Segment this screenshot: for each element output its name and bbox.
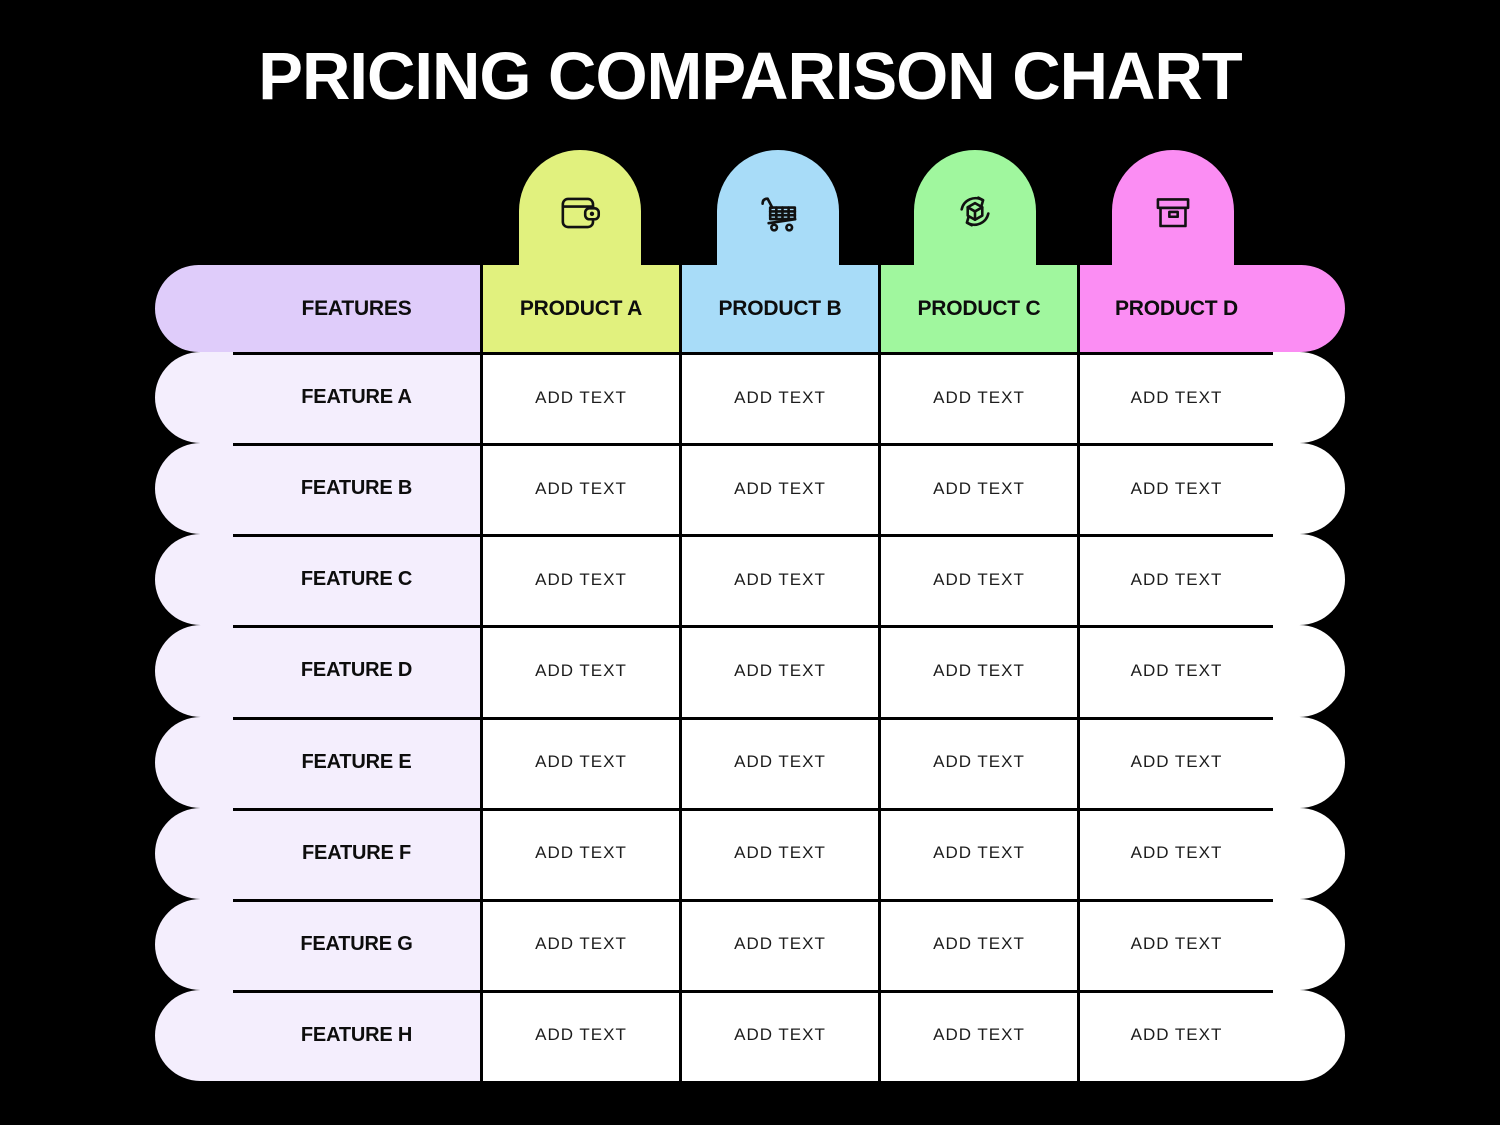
features-header-cell: FEATURES (155, 265, 480, 352)
table-body: FEATURE A ADD TEXT ADD TEXT ADD TEXT ADD… (155, 352, 1345, 1081)
value-cell-placeholder[interactable]: ADD TEXT (1077, 807, 1345, 899)
value-cell-placeholder[interactable]: ADD TEXT (1077, 716, 1345, 808)
feature-label: FEATURE H (155, 989, 480, 1081)
feature-label: FEATURE F (155, 807, 480, 899)
value-cell-placeholder[interactable]: ADD TEXT (480, 716, 679, 808)
product-a-tab (519, 150, 641, 266)
value-cell-placeholder[interactable]: ADD TEXT (480, 352, 679, 444)
value-cell-placeholder[interactable]: ADD TEXT (1077, 898, 1345, 990)
value-cell-placeholder[interactable]: ADD TEXT (878, 716, 1077, 808)
value-cell-placeholder[interactable]: ADD TEXT (878, 443, 1077, 535)
product-c-header-cell: PRODUCT C (878, 265, 1077, 352)
page-title: PRICING COMPARISON CHART (258, 39, 1243, 114)
table-row: FEATURE B ADD TEXT ADD TEXT ADD TEXT ADD… (155, 443, 1345, 535)
table-row: FEATURE C ADD TEXT ADD TEXT ADD TEXT ADD… (155, 534, 1345, 626)
value-cell-placeholder[interactable]: ADD TEXT (1077, 352, 1345, 444)
value-cell-placeholder[interactable]: ADD TEXT (480, 807, 679, 899)
value-cell-placeholder[interactable]: ADD TEXT (878, 352, 1077, 444)
value-cell-placeholder[interactable]: ADD TEXT (679, 352, 878, 444)
value-cell-placeholder[interactable]: ADD TEXT (679, 534, 878, 626)
value-cell-placeholder[interactable]: ADD TEXT (878, 898, 1077, 990)
feature-label: FEATURE D (155, 625, 480, 717)
product-b-tab (717, 150, 839, 266)
product-d-tab (1112, 150, 1234, 266)
value-cell-placeholder[interactable]: ADD TEXT (480, 898, 679, 990)
product-d-header-cell: PRODUCT D (1077, 265, 1345, 352)
value-cell-placeholder[interactable]: ADD TEXT (878, 625, 1077, 717)
wallet-icon (554, 150, 606, 266)
table-row: FEATURE F ADD TEXT ADD TEXT ADD TEXT ADD… (155, 807, 1345, 899)
value-cell-placeholder[interactable]: ADD TEXT (679, 989, 878, 1081)
value-cell-placeholder[interactable]: ADD TEXT (480, 989, 679, 1081)
value-cell-placeholder[interactable]: ADD TEXT (1077, 989, 1345, 1081)
table-row: FEATURE D ADD TEXT ADD TEXT ADD TEXT ADD… (155, 625, 1345, 717)
value-cell-placeholder[interactable]: ADD TEXT (480, 534, 679, 626)
value-cell-placeholder[interactable]: ADD TEXT (1077, 534, 1345, 626)
table-header-row: FEATURES PRODUCT A PRODUCT B PRODUCT C P… (155, 265, 1345, 352)
value-cell-placeholder[interactable]: ADD TEXT (480, 443, 679, 535)
value-cell-placeholder[interactable]: ADD TEXT (679, 625, 878, 717)
value-cell-placeholder[interactable]: ADD TEXT (679, 898, 878, 990)
table-row: FEATURE G ADD TEXT ADD TEXT ADD TEXT ADD… (155, 898, 1345, 990)
value-cell-placeholder[interactable]: ADD TEXT (878, 989, 1077, 1081)
value-cell-placeholder[interactable]: ADD TEXT (1077, 625, 1345, 717)
storage-box-icon (1147, 150, 1199, 266)
product-c-tab (914, 150, 1036, 266)
value-cell-placeholder[interactable]: ADD TEXT (1077, 443, 1345, 535)
table-row: FEATURE A ADD TEXT ADD TEXT ADD TEXT ADD… (155, 352, 1345, 444)
table-row: FEATURE E ADD TEXT ADD TEXT ADD TEXT ADD… (155, 716, 1345, 808)
product-a-header-cell: PRODUCT A (480, 265, 679, 352)
value-cell-placeholder[interactable]: ADD TEXT (878, 807, 1077, 899)
feature-label: FEATURE B (155, 443, 480, 535)
value-cell-placeholder[interactable]: ADD TEXT (679, 807, 878, 899)
feature-label: FEATURE C (155, 534, 480, 626)
value-cell-placeholder[interactable]: ADD TEXT (878, 534, 1077, 626)
shopping-cart-icon (752, 150, 804, 266)
feature-label: FEATURE E (155, 716, 480, 808)
feature-label: FEATURE G (155, 898, 480, 990)
package-return-icon (949, 150, 1001, 266)
value-cell-placeholder[interactable]: ADD TEXT (679, 716, 878, 808)
value-cell-placeholder[interactable]: ADD TEXT (480, 625, 679, 717)
feature-label: FEATURE A (155, 352, 480, 444)
table-row: FEATURE H ADD TEXT ADD TEXT ADD TEXT ADD… (155, 989, 1345, 1081)
value-cell-placeholder[interactable]: ADD TEXT (679, 443, 878, 535)
product-b-header-cell: PRODUCT B (679, 265, 878, 352)
